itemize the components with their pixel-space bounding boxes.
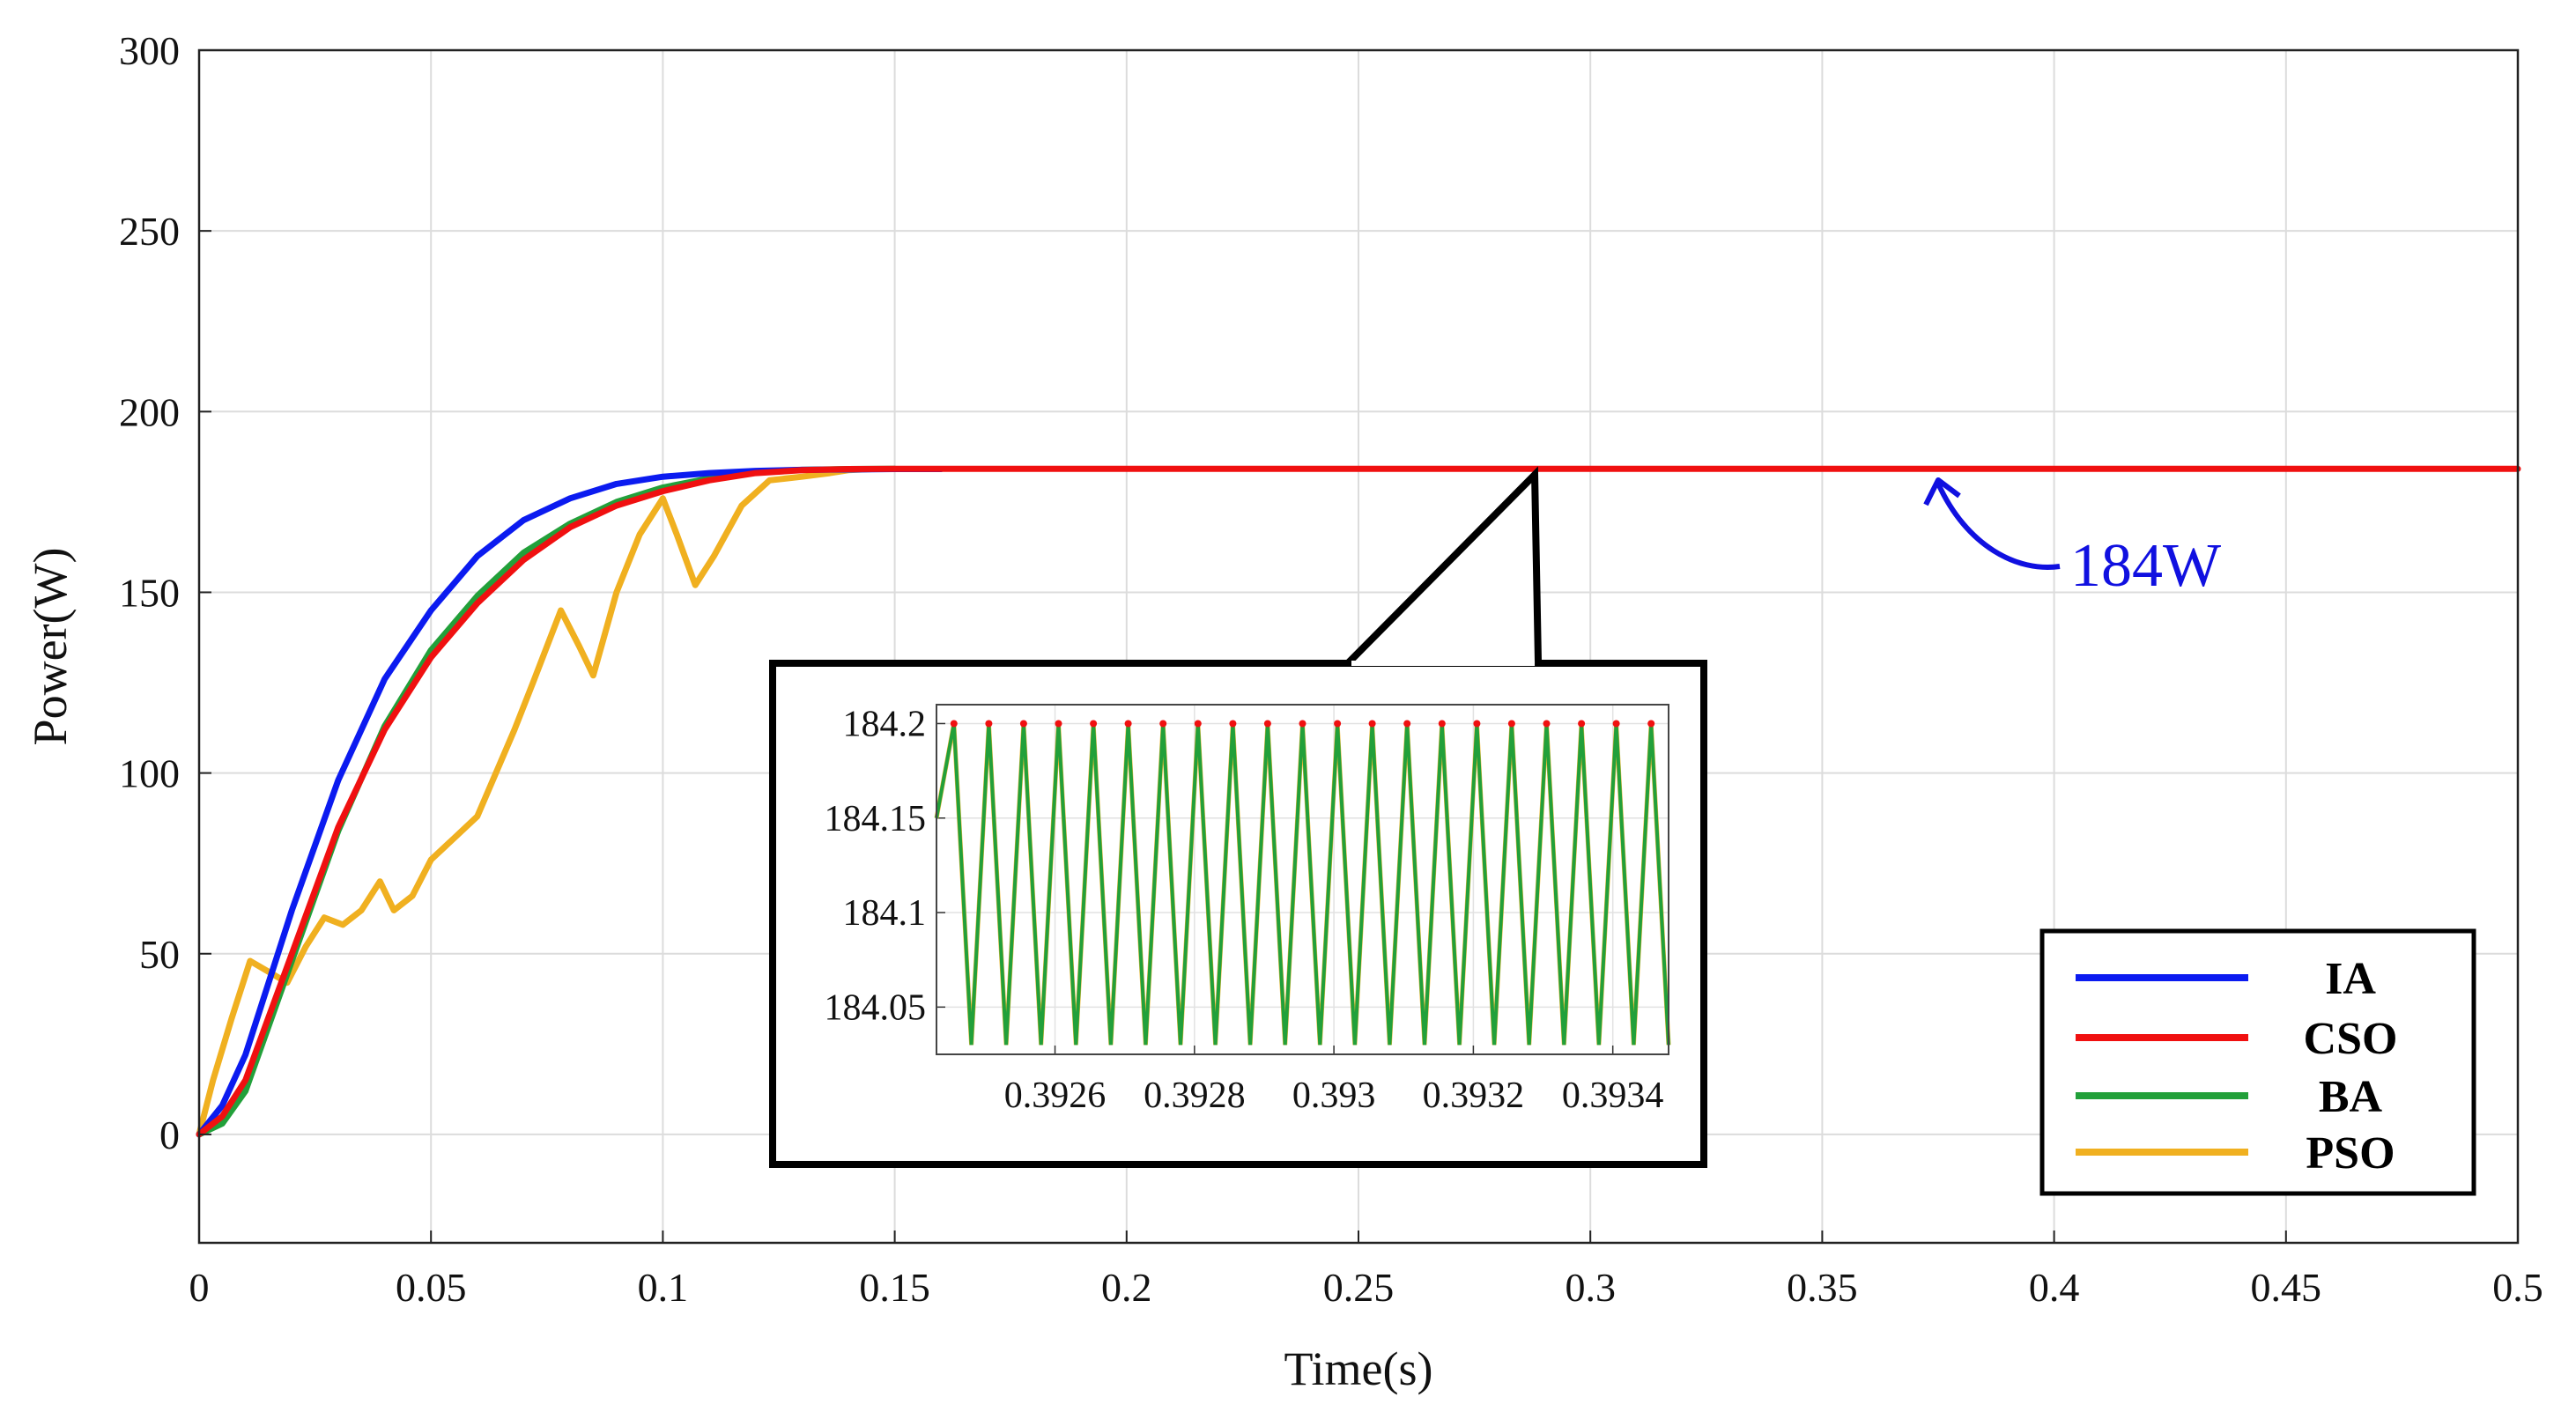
inset-x-tick-label: 0.3932	[1423, 1075, 1525, 1116]
inset-series-cso-peak	[1438, 720, 1446, 728]
inset-frame	[936, 704, 1669, 1055]
x-tick-label: 0.4	[2029, 1265, 2080, 1310]
inset-series-cso-peak	[1647, 720, 1655, 728]
inset-series-cso-peak	[1334, 720, 1342, 728]
y-tick-label: 300	[119, 28, 180, 73]
inset-y-tick-label: 184.1	[843, 893, 927, 934]
y-tick-label: 100	[119, 751, 180, 796]
y-tick-label: 200	[119, 389, 180, 434]
inset-series-cso-peak	[1543, 720, 1551, 728]
axis-ticks: 0 0.05 0.1 0.15 0.2 0.25 0.3 0.35 0.4 0.45 0.5 0 50 1…	[119, 28, 2543, 1310]
x-tick-label: 0.15	[859, 1265, 930, 1310]
inset-x-tick-label: 0.3934	[1562, 1075, 1664, 1116]
x-tick-label: 0.2	[1101, 1265, 1152, 1310]
inset-series-cso-peak	[1578, 720, 1586, 728]
inset-y-tick-label: 184.2	[843, 704, 927, 744]
inset-series-cso-peak	[985, 720, 993, 728]
x-tick-label: 0	[189, 1265, 210, 1310]
inset-series-cso-peak	[1124, 720, 1132, 728]
inset-x-tick-label: 0.3926	[1004, 1075, 1107, 1116]
y-axis-label: Power(W)	[24, 548, 77, 746]
inset-y-tick-label: 184.15	[825, 799, 927, 839]
inset-series-cso-peak	[1019, 720, 1027, 728]
x-tick-label: 0.05	[396, 1265, 467, 1310]
inset-series-cso-peak	[1473, 720, 1481, 728]
inset-series-cso-peak	[1507, 720, 1515, 728]
x-axis-label: Time(s)	[1284, 1342, 1432, 1395]
y-tick-label: 0	[159, 1112, 180, 1157]
inset-series-cso-peak	[1368, 720, 1376, 728]
x-tick-label: 0.35	[1787, 1265, 1858, 1310]
y-tick-label: 150	[119, 570, 180, 615]
callout-pointer	[1345, 466, 1704, 667]
inset-series-cso-peak	[1159, 720, 1167, 728]
inset-chart: 0.3926 0.3928 0.393 0.3932 0.3934 184.2 184.15…	[825, 704, 1671, 1116]
inset-series-cso-peak	[1299, 720, 1307, 728]
series-lines	[196, 465, 2521, 1138]
series-line-pso	[196, 466, 875, 1138]
legend-label-ba: BA	[2319, 1072, 2383, 1122]
inset-series-cso-peak	[1229, 720, 1237, 728]
inset-series-cso-peak	[1194, 720, 1202, 728]
x-tick-label: 0.25	[1323, 1265, 1395, 1310]
inset-series-cso-peak	[1403, 720, 1411, 728]
legend-label-ia: IA	[2325, 954, 2376, 1004]
annotation-arrow-shaft	[1936, 482, 2061, 570]
y-tick-label: 50	[139, 932, 180, 977]
annotation-184w: 184W	[1923, 477, 2221, 600]
inset-series-cso-peak	[1090, 720, 1098, 728]
y-tick-label: 250	[119, 209, 180, 254]
inset-y-tick-label: 184.05	[825, 987, 927, 1028]
x-tick-label: 0.45	[2251, 1265, 2322, 1310]
x-tick-label: 0.3	[1565, 1265, 1616, 1310]
inset-x-tick-label: 0.3928	[1144, 1075, 1246, 1116]
legend-label-cso: CSO	[2304, 1014, 2398, 1064]
inset-series-cso-peak	[1055, 720, 1062, 728]
x-tick-label: 0.1	[638, 1265, 689, 1310]
inset-series-cso-peak	[1263, 720, 1271, 728]
x-tick-label: 0.5	[2492, 1265, 2543, 1310]
inset-series-cso-peak	[1612, 720, 1620, 728]
annotation-arrow-head	[1923, 477, 1961, 506]
inset-x-tick-label: 0.393	[1292, 1075, 1376, 1116]
inset-series-cso-peak	[950, 720, 958, 728]
legend-label-pso: PSO	[2306, 1128, 2395, 1179]
legend: IA CSO BA PSO	[2039, 928, 2476, 1196]
annotation-label: 184W	[2070, 532, 2221, 600]
